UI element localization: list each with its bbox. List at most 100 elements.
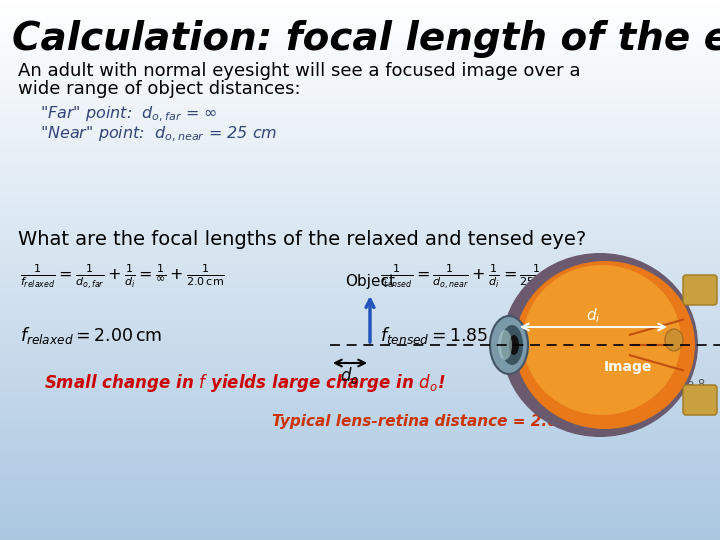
Ellipse shape <box>523 265 681 415</box>
Bar <box>0 439 720 443</box>
Bar <box>0 320 720 324</box>
Text: Phys. 102, Lecture 20, Slide 8: Phys. 102, Lecture 20, Slide 8 <box>530 378 705 391</box>
Text: "Near" point:  $d_{o,near}$ = 25 cm: "Near" point: $d_{o,near}$ = 25 cm <box>40 125 277 144</box>
Bar <box>0 426 720 429</box>
Bar <box>0 37 720 40</box>
Bar <box>0 69 720 73</box>
Bar <box>0 339 720 343</box>
Bar <box>0 466 720 470</box>
Text: $\frac{1}{f_{tensed}} = \frac{1}{d_{o,near}} + \frac{1}{d_i} = \frac{1}{25\,\mat: $\frac{1}{f_{tensed}} = \frac{1}{d_{o,ne… <box>380 262 613 291</box>
Bar <box>0 210 720 213</box>
Bar <box>0 42 720 46</box>
Bar <box>0 415 720 419</box>
Bar <box>0 517 720 521</box>
Ellipse shape <box>502 253 698 437</box>
Text: $f_{relaxed} = 2.00\,\mathrm{cm}$: $f_{relaxed} = 2.00\,\mathrm{cm}$ <box>20 325 162 346</box>
Bar <box>0 223 720 227</box>
Bar <box>0 358 720 362</box>
Bar <box>0 228 720 232</box>
Text: An adult with normal eyesight will see a focused image over a: An adult with normal eyesight will see a… <box>18 62 580 80</box>
Bar <box>0 137 720 140</box>
Bar <box>0 380 720 383</box>
Bar <box>0 45 720 49</box>
Bar <box>0 77 720 81</box>
Bar <box>0 237 720 240</box>
Bar <box>0 363 720 367</box>
Bar <box>0 520 720 524</box>
Bar <box>0 328 720 332</box>
Bar <box>0 174 720 178</box>
Bar <box>0 490 720 494</box>
Bar <box>0 385 720 389</box>
Bar <box>0 453 720 456</box>
Bar <box>0 374 720 378</box>
Bar <box>0 442 720 446</box>
Ellipse shape <box>665 329 683 351</box>
Bar <box>0 285 720 289</box>
Bar <box>0 525 720 529</box>
Bar <box>0 253 720 256</box>
Bar <box>0 66 720 70</box>
Bar <box>0 493 720 497</box>
Bar <box>0 361 720 365</box>
Bar <box>0 199 720 202</box>
Bar <box>0 280 720 284</box>
Bar <box>0 474 720 478</box>
Bar <box>0 274 720 278</box>
Bar <box>0 288 720 292</box>
Bar <box>0 455 720 459</box>
Bar <box>0 264 720 267</box>
Bar <box>0 496 720 500</box>
Bar <box>0 96 720 100</box>
Bar <box>0 461 720 464</box>
Bar <box>0 423 720 427</box>
Bar <box>0 53 720 57</box>
Bar <box>0 501 720 505</box>
Bar <box>0 131 720 135</box>
Bar <box>0 407 720 410</box>
Bar <box>0 85 720 89</box>
Bar <box>0 191 720 194</box>
Bar <box>0 269 720 273</box>
Bar <box>0 185 720 189</box>
Bar <box>0 123 720 127</box>
Bar <box>0 142 720 146</box>
Bar <box>0 388 720 392</box>
Bar <box>0 304 720 308</box>
Bar <box>0 31 720 35</box>
Bar <box>0 234 720 238</box>
Bar <box>0 428 720 432</box>
Bar <box>0 172 720 176</box>
Bar <box>0 2 720 5</box>
Bar <box>0 129 720 132</box>
Bar <box>0 139 720 143</box>
Bar <box>0 293 720 297</box>
Bar <box>0 420 720 424</box>
Bar <box>0 177 720 181</box>
Bar <box>0 488 720 491</box>
Bar <box>0 436 720 440</box>
Bar <box>0 207 720 211</box>
Bar <box>0 434 720 437</box>
Ellipse shape <box>515 261 695 429</box>
Bar <box>0 312 720 316</box>
Bar <box>0 390 720 394</box>
Bar <box>0 250 720 254</box>
Bar <box>0 102 720 105</box>
Bar <box>0 401 720 405</box>
Bar <box>0 509 720 513</box>
Bar <box>0 498 720 502</box>
Ellipse shape <box>509 335 519 355</box>
Bar <box>0 115 720 119</box>
Bar <box>0 58 720 62</box>
Bar <box>0 431 720 435</box>
Bar <box>0 377 720 381</box>
Bar <box>0 7 720 11</box>
Bar <box>0 220 720 224</box>
Bar <box>0 158 720 162</box>
Bar <box>0 504 720 508</box>
Bar <box>0 201 720 205</box>
Bar <box>0 188 720 192</box>
Bar <box>0 471 720 475</box>
Bar <box>0 334 720 338</box>
